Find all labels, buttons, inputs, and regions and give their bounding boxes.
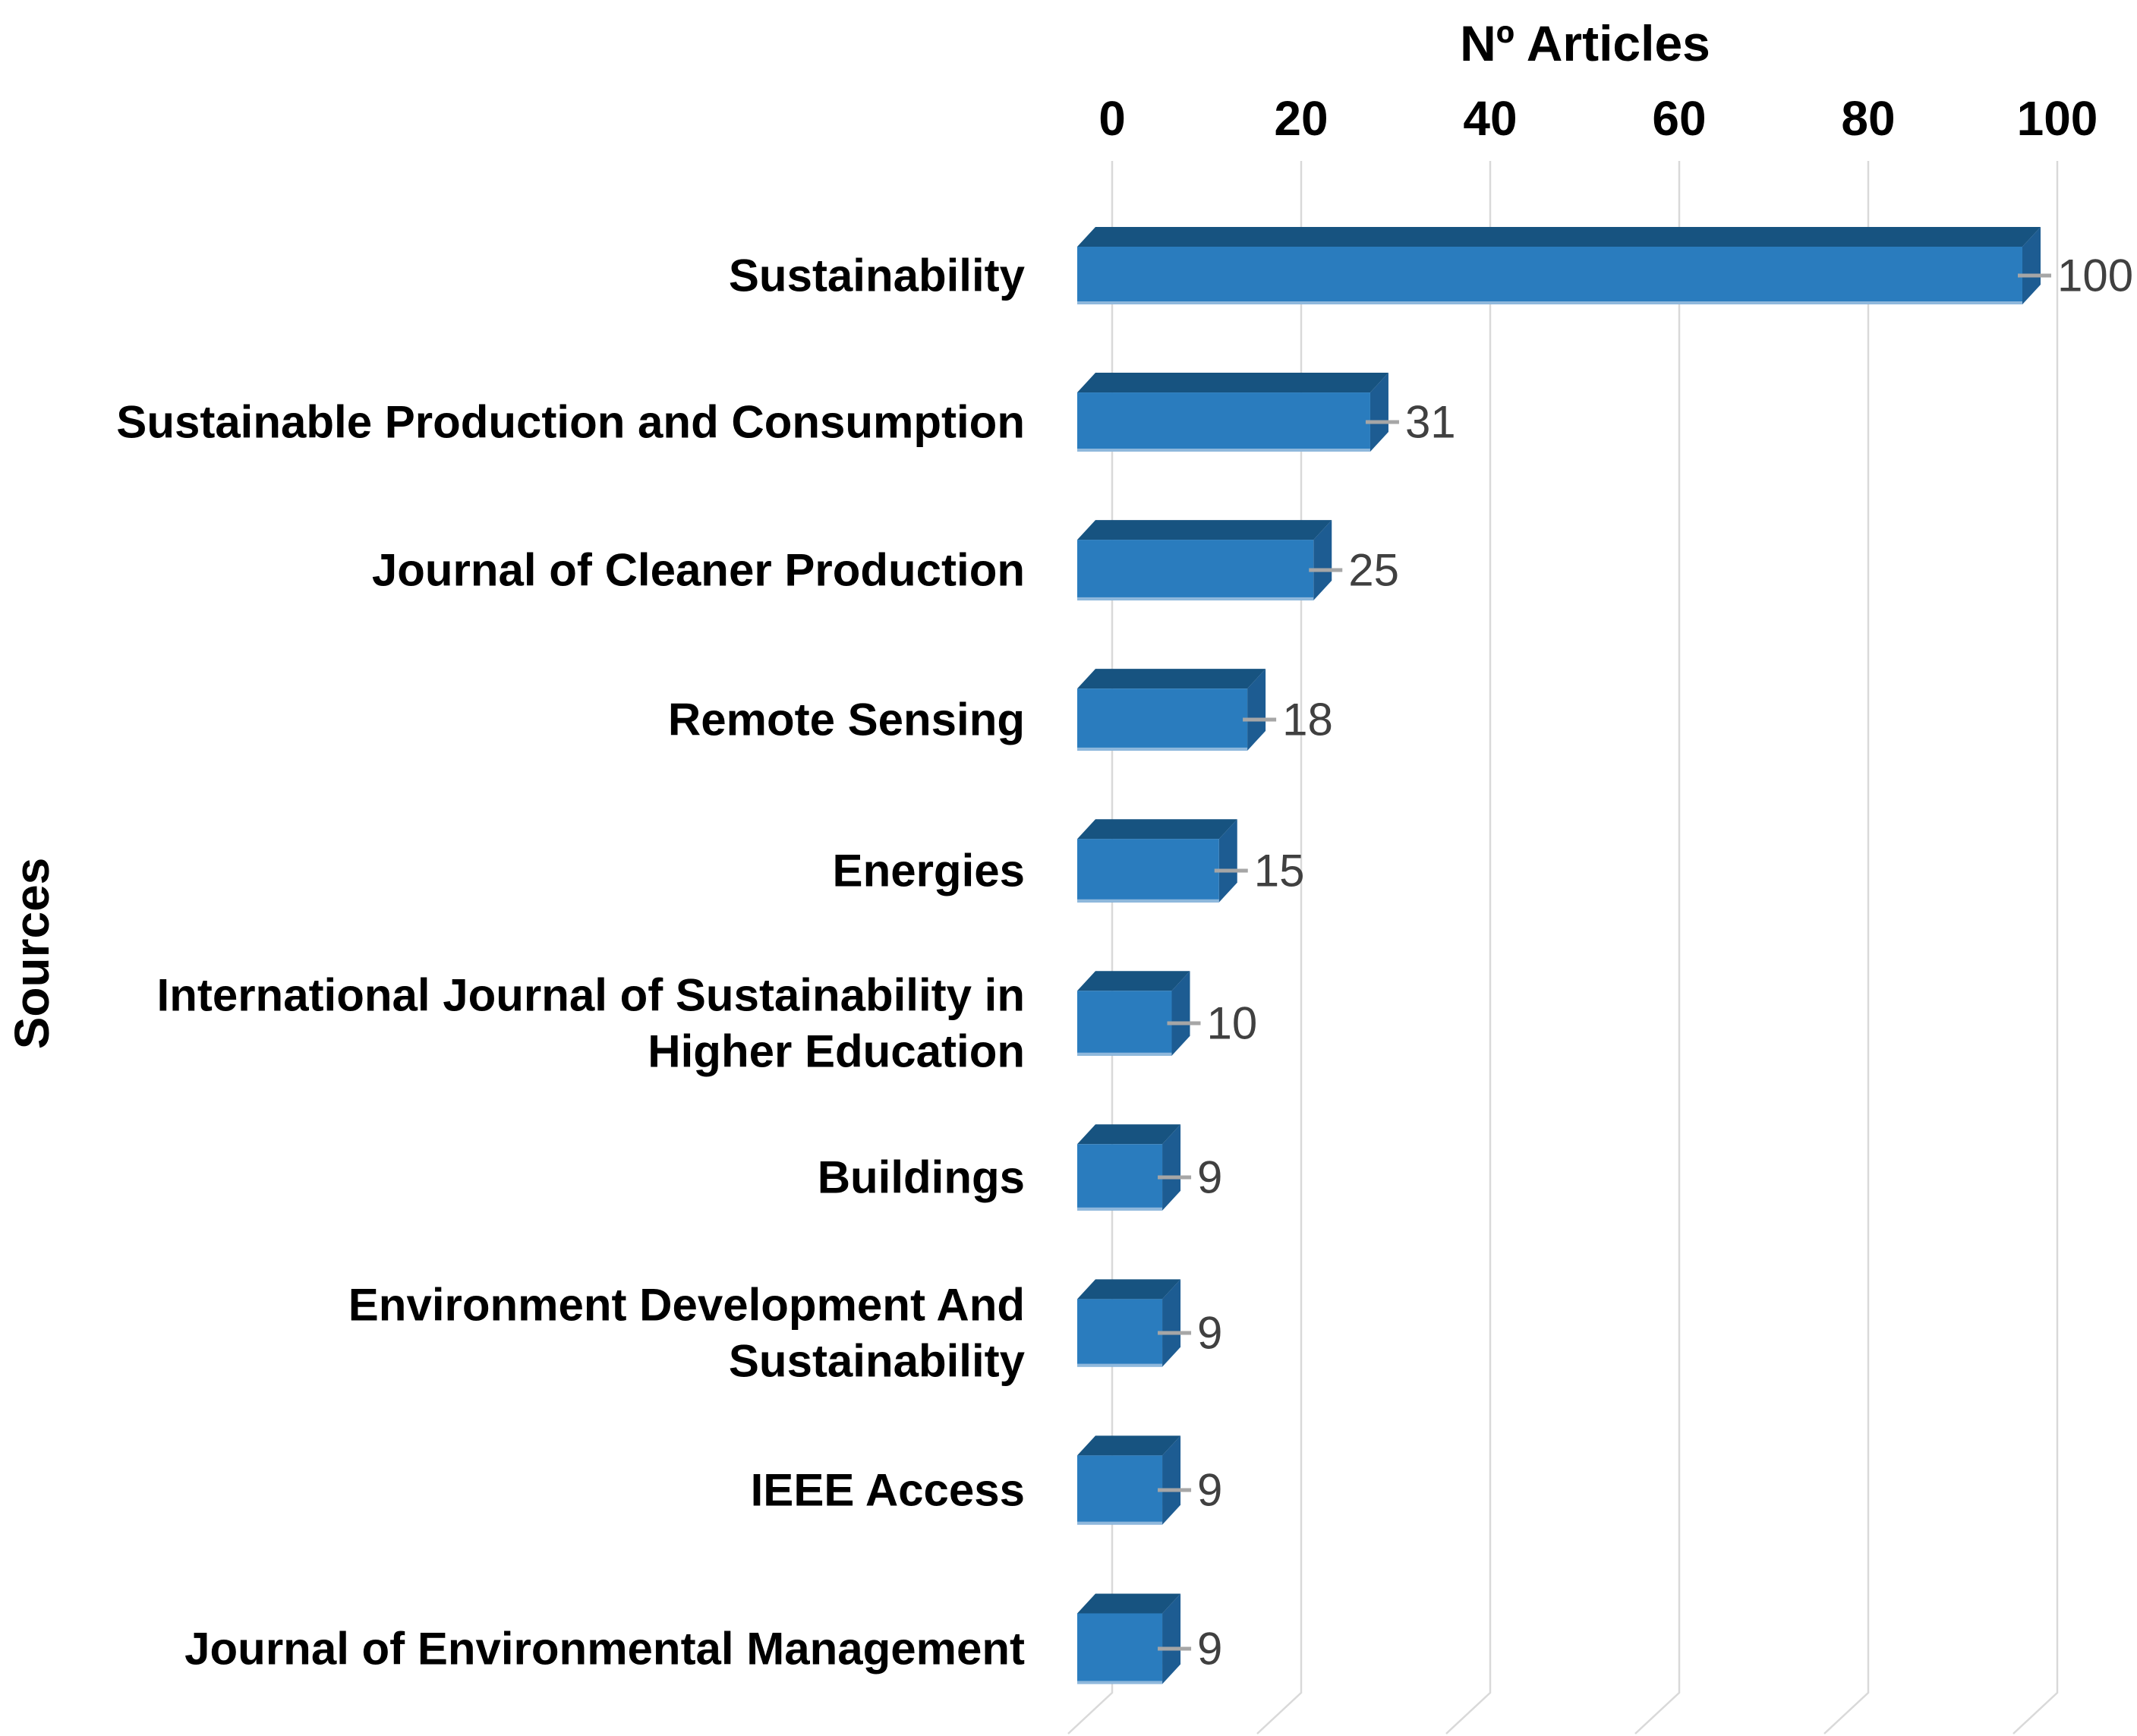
bar-front-face <box>1077 1144 1163 1211</box>
gridlines <box>1067 161 2059 1734</box>
bar-6 <box>1077 1124 1181 1211</box>
category-label-line: Higher Education <box>648 1026 1025 1077</box>
bar-right-face <box>1171 971 1190 1056</box>
bar-top-face <box>1077 669 1266 689</box>
x-tick-label: 0 <box>1098 91 1126 146</box>
bar-front-face <box>1077 688 1248 751</box>
gridline <box>1256 161 1303 1734</box>
x-tick-label: 100 <box>2017 91 2098 146</box>
x-tick-label: 20 <box>1274 91 1328 146</box>
bar-front-face <box>1077 1613 1163 1684</box>
bar-right-face <box>1162 1124 1181 1211</box>
bar-3 <box>1077 669 1266 751</box>
bar-value-label: 25 <box>1348 545 1399 596</box>
category-label-line: Sustainable Production and Consumption <box>116 397 1025 448</box>
category-label-line: Journal of Cleaner Production <box>372 545 1025 596</box>
category-label: Journal of Cleaner Production <box>372 545 1025 596</box>
x-tick-label: 80 <box>1841 91 1895 146</box>
category-label: Environment Development And Sustainabilit… <box>348 1280 1026 1387</box>
bar-value-label: 9 <box>1197 1152 1222 1203</box>
bar-front-face <box>1077 247 2022 304</box>
bar-right-face <box>1313 520 1332 600</box>
bars <box>1077 227 2041 1684</box>
gridline <box>2012 161 2059 1734</box>
bar-7 <box>1077 1279 1181 1367</box>
category-label: International Journal of Sustainability … <box>157 970 1025 1077</box>
gridline <box>1823 161 1870 1734</box>
bar-0 <box>1077 227 2041 304</box>
category-label: IEEE Access <box>751 1465 1025 1516</box>
bar-value-label: 9 <box>1197 1308 1222 1359</box>
bar-top-face <box>1077 373 1388 393</box>
gridline <box>1445 161 1492 1734</box>
category-label-line: Environment Development And <box>348 1280 1025 1331</box>
bar-1 <box>1077 373 1388 452</box>
bar-5 <box>1077 971 1190 1056</box>
bar-top-face <box>1077 1593 1181 1614</box>
bar-right-face <box>1247 669 1266 751</box>
bar-front-face <box>1077 839 1219 903</box>
bar-front-face <box>1077 1299 1163 1367</box>
bar-4 <box>1077 819 1237 903</box>
bar-right-face <box>1218 819 1237 903</box>
bar-top-face <box>1077 1124 1181 1145</box>
category-label: Remote Sensing <box>668 695 1025 745</box>
bar-top-face <box>1077 971 1190 991</box>
category-label-line: Sustainability <box>729 1336 1026 1387</box>
bar-value-label: 100 <box>2057 250 2133 301</box>
x-axis-title: Nº Articles <box>1460 15 1710 71</box>
bar-value-label: 18 <box>1282 695 1333 745</box>
bar-top-face <box>1077 520 1332 540</box>
bar-top-face <box>1077 1279 1181 1300</box>
bar-value-label: 9 <box>1197 1624 1222 1675</box>
bar-9 <box>1077 1593 1181 1684</box>
bar-right-face <box>1370 373 1388 452</box>
bar-front-face <box>1077 1455 1163 1525</box>
category-label-line: Sustainability <box>729 250 1026 301</box>
category-label: Sustainability <box>729 250 1026 301</box>
bar-top-face <box>1077 227 2041 247</box>
y-axis-title: Sources <box>5 858 59 1050</box>
bar-front-face <box>1077 540 1314 600</box>
category-label: Journal of Environmental Management <box>184 1624 1025 1675</box>
category-label-line: Buildings <box>818 1152 1025 1203</box>
bar-right-face <box>1162 1279 1181 1367</box>
bar-right-face <box>1162 1435 1181 1525</box>
value-labels: 100 31 25 18 15 10 9 9 9 9 <box>1158 250 2133 1675</box>
category-label-line: Journal of Environmental Management <box>184 1624 1025 1675</box>
category-label-line: International Journal of Sustainability … <box>157 970 1025 1021</box>
bar-right-face <box>1162 1593 1181 1684</box>
category-label: Buildings <box>818 1152 1025 1203</box>
category-labels: Sustainability Sustainable Production and… <box>116 250 1025 1675</box>
bar-right-face <box>2022 227 2041 304</box>
bar-top-face <box>1077 1435 1181 1456</box>
bar-value-label: 31 <box>1405 397 1456 448</box>
bar-value-label: 10 <box>1207 998 1258 1049</box>
gridline <box>1634 161 1681 1734</box>
bar-2 <box>1077 520 1332 600</box>
bar-value-label: 15 <box>1254 846 1305 896</box>
x-tick-label: 40 <box>1463 91 1517 146</box>
bar-top-face <box>1077 819 1237 840</box>
category-label-line: Remote Sensing <box>668 695 1025 745</box>
bar-front-face <box>1077 392 1370 452</box>
bar-8 <box>1077 1435 1181 1525</box>
category-label-line: Energies <box>833 846 1025 896</box>
bar-value-label: 9 <box>1197 1465 1222 1516</box>
category-label-line: IEEE Access <box>751 1465 1025 1516</box>
bar-front-face <box>1077 991 1172 1056</box>
category-label: Energies <box>833 846 1025 896</box>
x-tick-label: 60 <box>1652 91 1706 146</box>
category-label: Sustainable Production and Consumption <box>116 397 1025 448</box>
x-axis-tick-labels: 0 20 40 60 80 100 <box>1098 91 2098 146</box>
